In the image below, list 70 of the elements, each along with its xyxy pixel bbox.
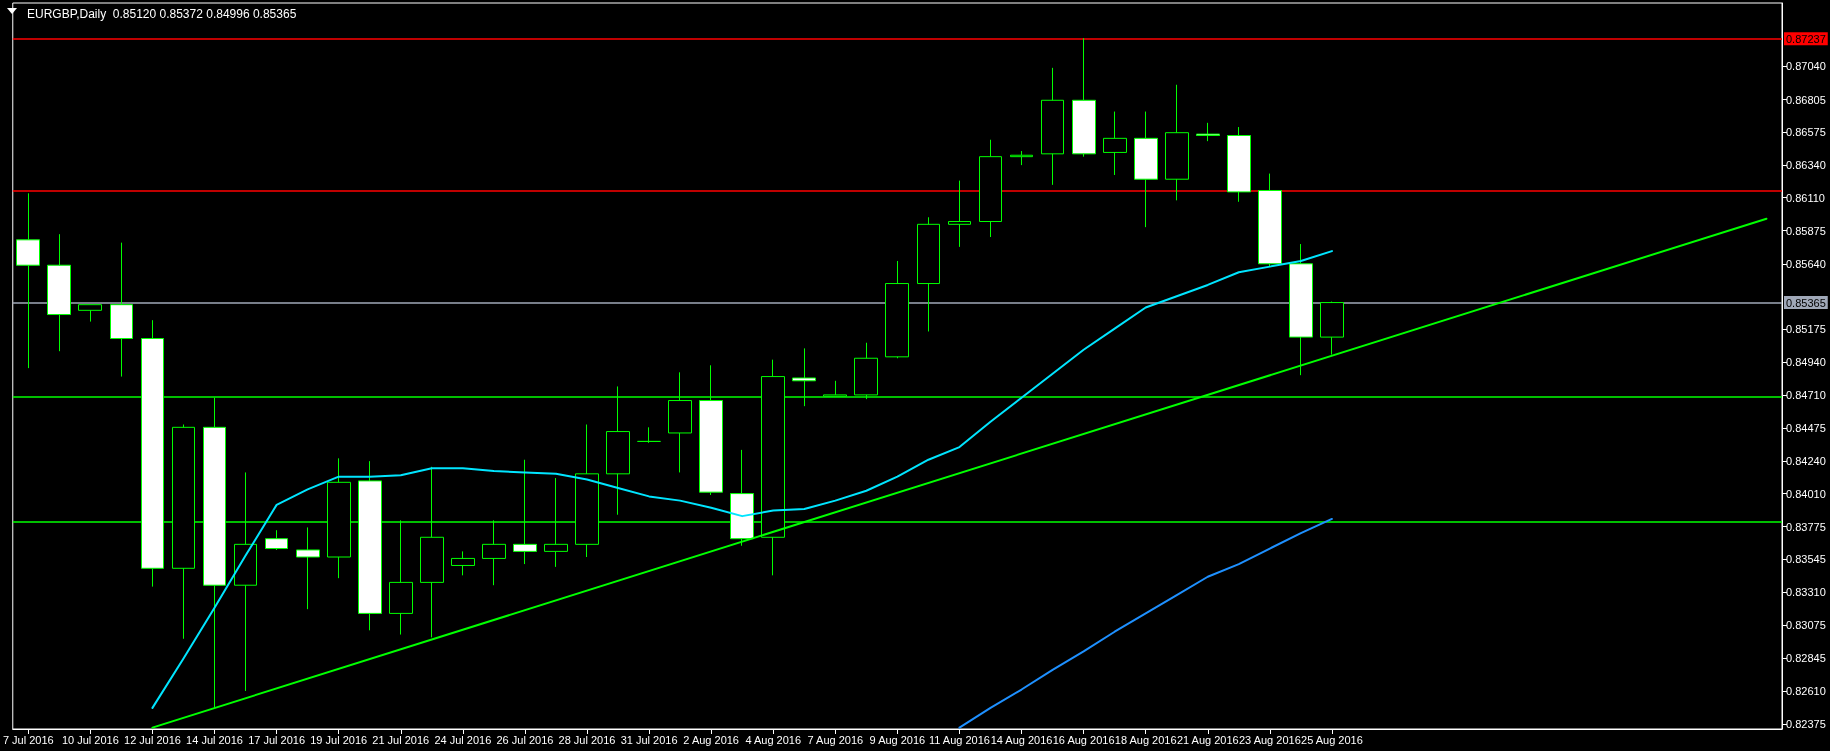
x-tick-label: 7 Aug 2016 bbox=[807, 733, 864, 746]
x-tick-label: 17 Jul 2016 bbox=[248, 733, 306, 746]
y-tick-label: 0.83545 bbox=[1786, 553, 1826, 566]
candlestick bbox=[885, 260, 909, 359]
line-series bbox=[151, 250, 1333, 709]
x-tick-label: 7 Jul 2016 bbox=[2, 733, 54, 746]
y-tick-label: 0.84710 bbox=[1786, 388, 1826, 401]
x-tick-label: 28 Jul 2016 bbox=[558, 733, 616, 746]
line-series bbox=[958, 517, 1333, 729]
y-tick-label: 0.82610 bbox=[1786, 684, 1826, 697]
candlestick bbox=[917, 216, 940, 332]
candlestick bbox=[1289, 243, 1313, 376]
candlestick bbox=[1227, 126, 1251, 203]
candlestick bbox=[1258, 173, 1282, 268]
candlestick bbox=[16, 192, 40, 369]
x-tick-label: 31 Jul 2016 bbox=[620, 733, 678, 746]
y-tick-label: 0.82375 bbox=[1786, 718, 1826, 731]
y-tick-label: 0.84240 bbox=[1786, 455, 1826, 468]
ref-line-label: 0.87237 bbox=[1786, 32, 1826, 45]
y-tick-label: 0.86110 bbox=[1786, 191, 1825, 204]
x-tick-label: 23 Aug 2016 bbox=[1238, 733, 1301, 746]
x-tick-label: 10 Jul 2016 bbox=[61, 733, 119, 746]
y-tick-label: 0.83310 bbox=[1786, 586, 1826, 599]
x-tick-label: 21 Aug 2016 bbox=[1176, 733, 1239, 746]
candlestick bbox=[451, 550, 475, 576]
candlestick bbox=[1165, 84, 1189, 201]
y-tick-label: 0.82845 bbox=[1786, 651, 1826, 664]
candlestick bbox=[1072, 37, 1096, 158]
x-tick-label: 21 Jul 2016 bbox=[372, 733, 430, 746]
candlestick bbox=[1320, 301, 1344, 356]
x-tick-label: 16 Aug 2016 bbox=[1052, 733, 1115, 746]
y-tick-label: 0.85175 bbox=[1786, 323, 1826, 336]
candlestick bbox=[265, 529, 288, 551]
x-tick-label: 18 Aug 2016 bbox=[1114, 733, 1177, 746]
x-tick-label: 25 Aug 2016 bbox=[1301, 733, 1363, 746]
candlestick bbox=[110, 242, 133, 378]
y-tick-label: 0.83775 bbox=[1786, 520, 1826, 533]
chart-title: EURGBP,Daily 0.85120 0.85372 0.84996 0.85365 bbox=[27, 7, 297, 21]
x-tick-label: 24 Jul 2016 bbox=[434, 733, 492, 746]
candlestick bbox=[78, 304, 102, 323]
y-tick-label: 0.86805 bbox=[1786, 93, 1826, 106]
y-tick-label: 0.84475 bbox=[1786, 422, 1826, 435]
y-tick-label: 0.85640 bbox=[1786, 257, 1826, 270]
y-tick-label: 0.86340 bbox=[1786, 159, 1826, 172]
x-tick-label: 14 Aug 2016 bbox=[990, 733, 1053, 746]
candlestick bbox=[979, 139, 1002, 238]
x-tick-label: 14 Jul 2016 bbox=[186, 733, 243, 746]
y-tick-label: 0.86575 bbox=[1786, 125, 1826, 138]
y-tick-label: 0.84010 bbox=[1786, 487, 1826, 500]
candlestick bbox=[1196, 122, 1220, 142]
x-tick-label: 4 Aug 2016 bbox=[745, 733, 802, 746]
y-tick-label: 0.87040 bbox=[1786, 60, 1826, 73]
x-tick-label: 19 Jul 2016 bbox=[310, 733, 368, 746]
x-tick-label: 12 Jul 2016 bbox=[124, 733, 181, 746]
x-tick-label: 11 Aug 2016 bbox=[928, 733, 990, 746]
y-tick-label: 0.84940 bbox=[1786, 356, 1826, 369]
x-tick-label: 9 Aug 2016 bbox=[869, 733, 926, 746]
candlestick bbox=[1103, 111, 1127, 176]
x-tick-label: 26 Jul 2016 bbox=[496, 733, 554, 746]
x-tick-label: 2 Aug 2016 bbox=[683, 733, 739, 746]
y-tick-label: 0.83075 bbox=[1786, 619, 1826, 632]
candlestick bbox=[948, 180, 971, 248]
candlestick bbox=[47, 233, 71, 352]
candlestick bbox=[1041, 67, 1064, 186]
candlestick bbox=[637, 426, 661, 444]
candlestick bbox=[1134, 111, 1158, 228]
candlestick bbox=[296, 526, 320, 610]
ref-line-label: 0.85365 bbox=[1786, 296, 1826, 309]
candlestick bbox=[1010, 150, 1033, 166]
y-tick-label: 0.85875 bbox=[1786, 224, 1826, 237]
